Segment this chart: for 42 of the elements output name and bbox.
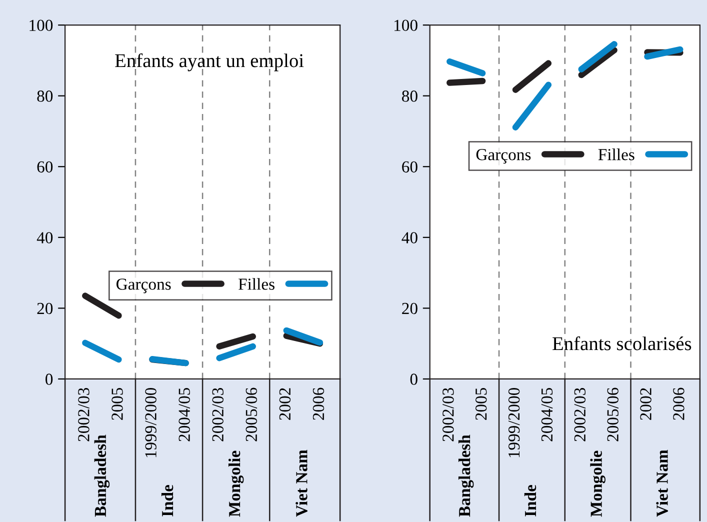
y-tick-label: 80 xyxy=(37,90,53,102)
x-tick-label: 2002 xyxy=(640,388,652,420)
text: Bangladesh xyxy=(94,434,110,517)
text: Enfants ayant un emploi xyxy=(115,53,304,72)
y-tick-label: 60 xyxy=(37,161,53,173)
text: Mongolie xyxy=(228,450,244,517)
legend-label: Garçons xyxy=(476,149,531,164)
x-tick-label: 2005/06 xyxy=(607,388,618,442)
y-tick-label: 0 xyxy=(410,374,418,385)
legend-label: Filles xyxy=(238,278,274,290)
x-tick-label: 2002 xyxy=(279,388,291,420)
legend-label: Filles xyxy=(598,148,634,160)
x-tick-label: 2005 xyxy=(475,388,487,420)
text: Enfants scolarisés xyxy=(552,336,692,350)
text: Viet Nam xyxy=(656,450,668,517)
y-tick-label: 100 xyxy=(394,20,418,32)
y-tick-label: 20 xyxy=(402,302,418,314)
text: Inde xyxy=(524,485,536,516)
text: Inde xyxy=(161,485,174,516)
y-tick-label: 20 xyxy=(37,302,53,314)
x-tick-label: 2002/03 xyxy=(574,388,586,442)
x-tick-label: 2006 xyxy=(673,388,684,420)
text: Bangladesh xyxy=(458,434,474,517)
x-tick-label: 2002/03 xyxy=(212,388,224,442)
text: Viet Nam xyxy=(296,450,308,517)
text: Mongolie xyxy=(590,450,606,517)
x-tick-label: 2004/05 xyxy=(178,388,190,442)
y-tick-label: 100 xyxy=(30,20,53,32)
y-tick-label: 80 xyxy=(402,90,418,102)
legend-label: Garçons xyxy=(116,278,171,294)
y-tick-label: 40 xyxy=(402,232,418,244)
x-tick-label: 1999/2000 xyxy=(145,388,156,458)
x-tick-label: 2004/05 xyxy=(541,388,553,442)
y-tick-label: 0 xyxy=(46,374,53,385)
x-tick-label: 2002/03 xyxy=(78,388,90,442)
x-tick-label: 2006 xyxy=(312,388,324,420)
y-tick-label: 60 xyxy=(402,161,418,173)
x-tick-label: 2005/06 xyxy=(246,388,258,442)
y-tick-label: 40 xyxy=(36,232,53,244)
x-tick-label: 2005 xyxy=(112,388,123,420)
x-tick-label: 1999/2000 xyxy=(508,388,520,458)
x-tick-label: 2002/03 xyxy=(442,388,454,442)
